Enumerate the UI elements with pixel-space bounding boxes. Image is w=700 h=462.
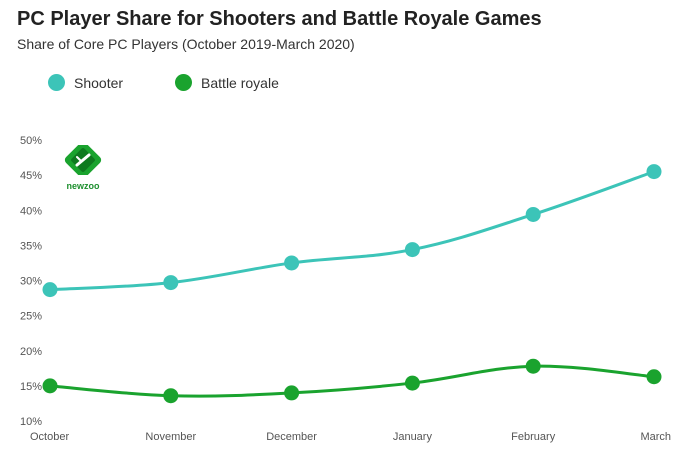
legend-item-battle-royale: Battle royale: [175, 74, 279, 91]
y-tick-label: 10%: [20, 416, 42, 428]
y-tick-label: 35%: [20, 240, 42, 252]
chart-title: PC Player Share for Shooters and Battle …: [17, 8, 542, 30]
newzoo-logo-icon: [64, 141, 102, 179]
data-point-shooter: [646, 164, 662, 180]
x-tick-label: March: [640, 431, 671, 443]
chart-legend: Shooter Battle royale: [48, 74, 331, 91]
y-tick-label: 30%: [20, 276, 42, 288]
data-point-battle-royale: [646, 369, 662, 385]
data-point-battle-royale: [42, 378, 58, 394]
legend-label-battle-royale: Battle royale: [201, 74, 279, 91]
x-tick-label: December: [266, 431, 317, 443]
data-point-battle-royale: [284, 385, 300, 401]
data-point-shooter: [525, 206, 541, 222]
x-tick-label: November: [145, 431, 196, 443]
y-tick-label: 20%: [20, 346, 42, 358]
y-tick-label: 50%: [20, 135, 42, 147]
data-point-shooter: [42, 282, 58, 298]
data-point-shooter: [404, 242, 420, 258]
data-point-battle-royale: [404, 375, 420, 391]
legend-swatch-shooter: [48, 74, 65, 91]
x-tick-label: October: [30, 431, 69, 443]
y-tick-label: 25%: [20, 311, 42, 323]
logo-text: newzoo: [66, 181, 100, 191]
legend-swatch-battle-royale: [175, 74, 193, 91]
newzoo-logo: newzoo: [62, 141, 104, 191]
chart-subtitle: Share of Core PC Players (October 2019-M…: [17, 36, 355, 52]
series-line-battle-royale: [49, 364, 655, 398]
y-tick-label: 45%: [20, 170, 42, 182]
data-point-shooter: [284, 255, 300, 271]
legend-label-shooter: Shooter: [74, 74, 124, 91]
x-tick-label: January: [393, 431, 433, 443]
data-point-battle-royale: [163, 388, 179, 404]
data-point-battle-royale: [525, 358, 541, 374]
x-tick-label: February: [511, 431, 556, 443]
series-line-shooter: [49, 170, 655, 292]
y-tick-label: 40%: [20, 205, 42, 217]
y-tick-label: 15%: [20, 381, 42, 393]
legend-item-shooter: Shooter: [48, 74, 123, 91]
data-point-shooter: [163, 275, 179, 291]
